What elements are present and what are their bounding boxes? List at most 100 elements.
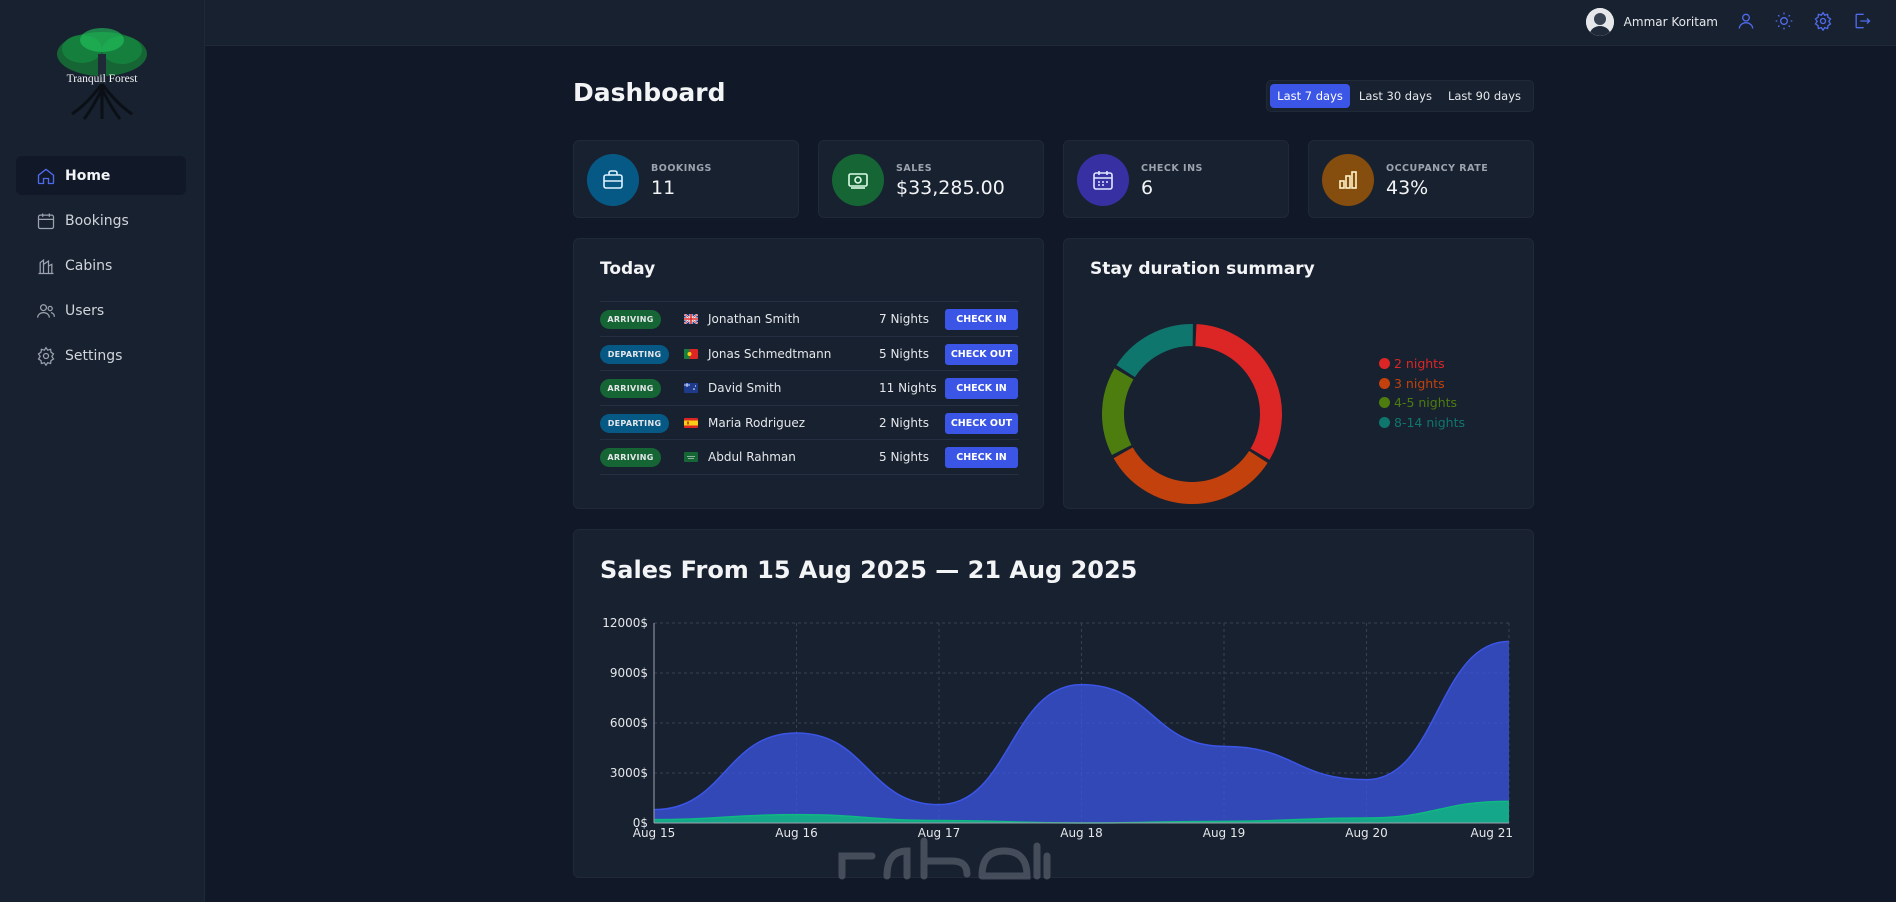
flag-gb-icon	[684, 314, 698, 324]
guest-nights: 5 Nights	[879, 450, 929, 464]
sidebar-item-users[interactable]: Users	[16, 291, 186, 330]
donut-slice-3-nights[interactable]	[1113, 447, 1268, 504]
logout-icon[interactable]	[1852, 11, 1872, 31]
user-profile[interactable]: Ammar Koritam	[1585, 8, 1718, 36]
sidebar-item-settings[interactable]: Settings	[16, 336, 186, 375]
sun-icon[interactable]	[1774, 11, 1794, 31]
today-title: Today	[600, 259, 656, 279]
stay-duration-panel: Stay duration summary 2 nights 3 nights …	[1063, 238, 1534, 509]
stat-value: 6	[1141, 177, 1154, 199]
y-tick-label: 0$	[633, 816, 648, 830]
guest-name: Maria Rodriguez	[708, 415, 806, 430]
x-tick-label: Aug 20	[1345, 826, 1388, 840]
legend-dot	[1379, 416, 1390, 428]
sidebar-item-label: Settings	[65, 347, 123, 364]
flag-au-icon	[684, 383, 698, 393]
check-in-button[interactable]: CHECK IN	[945, 378, 1018, 399]
x-tick-label: Aug 17	[918, 826, 961, 840]
status-badge: DEPARTING	[600, 344, 669, 364]
y-tick-label: 12000$	[602, 616, 648, 630]
x-tick-label: Aug 21	[1470, 826, 1513, 840]
calendar-icon	[37, 213, 55, 229]
guest-nights: 5 Nights	[879, 346, 929, 361]
sidebar-item-cabins[interactable]: Cabins	[16, 246, 186, 285]
users-icon	[37, 303, 55, 318]
guest-nights: 2 Nights	[879, 415, 929, 430]
chart-legend: 2 nights 3 nights 4-5 nights 8-14 nights	[1379, 354, 1465, 432]
legend-item: 8-14 nights	[1379, 413, 1465, 433]
status-badge: DEPARTING	[600, 413, 669, 433]
stats-row: BOOKINGS 11 SALES $33,285.00 CHECK INS 6…	[573, 140, 1534, 218]
y-tick-label: 9000$	[610, 666, 648, 680]
legend-label: 8-14 nights	[1394, 414, 1466, 430]
calendar-days-icon	[1093, 171, 1113, 190]
status-badge: ARRIVING	[600, 448, 661, 467]
sidebar-item-label: Bookings	[65, 212, 129, 229]
legend-label: 4-5 nights	[1394, 395, 1458, 411]
status-badge: ARRIVING	[600, 379, 661, 398]
guest-name: Abdul Rahman	[708, 450, 796, 464]
x-tick-label: Aug 19	[1203, 826, 1246, 840]
check-out-button[interactable]: CHECK OUT	[945, 412, 1018, 434]
x-tick-label: Aug 15	[633, 826, 676, 840]
area-series-0	[654, 641, 1509, 823]
flag-es-icon	[684, 417, 698, 428]
briefcase-icon	[603, 170, 623, 189]
stat-sales: SALES $33,285.00	[818, 140, 1044, 218]
list-item: ARRIVING Jonathan Smith 7 Nights CHECK I…	[600, 302, 1019, 337]
filter-last-30-days[interactable]: Last 30 days	[1352, 84, 1439, 108]
sales-area-chart: 0$ 3000$ 6000$ 9000$ 12000$ Aug 15 Aug 16 Aug 1…	[602, 616, 1513, 840]
stay-duration-donut	[1102, 324, 1282, 504]
legend-dot	[1379, 358, 1390, 370]
check-in-button[interactable]: CHECK IN	[945, 447, 1018, 468]
brand-name: Tranquil Forest	[67, 73, 139, 85]
legend-label: 3 nights	[1394, 375, 1445, 391]
list-item: DEPARTING Jonas Schmedtmann 5 Nights CHE…	[600, 337, 1019, 371]
donut-slice-2-nights[interactable]	[1195, 324, 1282, 460]
user-icon[interactable]	[1736, 11, 1756, 31]
brand-logo[interactable]: Tranquil Forest	[52, 24, 152, 124]
today-panel: Today ARRIVING Jonathan Smith 7 Nights C…	[573, 238, 1044, 509]
line-series-0	[653, 640, 1510, 811]
x-tick-label: Aug 16	[775, 826, 818, 840]
guest-name: Jonas Schmedtmann	[708, 346, 832, 361]
x-tick-label: Aug 18	[1060, 826, 1103, 840]
donut-slice-4-5-nights[interactable]	[1102, 368, 1134, 456]
cabins-icon	[38, 258, 54, 274]
page-title: Dashboard	[573, 78, 726, 107]
sidebar-item-home[interactable]: Home	[16, 156, 186, 195]
today-list: ARRIVING Jonathan Smith 7 Nights CHECK I…	[600, 301, 1019, 475]
settings-icon[interactable]	[1813, 11, 1833, 31]
main-nav: Home Bookings Cabins Users Settings	[16, 156, 186, 381]
sidebar-item-bookings[interactable]: Bookings	[16, 201, 186, 240]
list-item: DEPARTING Maria Rodriguez 2 Nights CHECK…	[600, 406, 1019, 440]
donut-slice-8-14-nights[interactable]	[1116, 324, 1194, 378]
guest-nights: 11 Nights	[879, 381, 937, 395]
legend-item: 2 nights	[1379, 354, 1465, 374]
legend-label: 2 nights	[1394, 356, 1445, 372]
guest-name: David Smith	[708, 381, 782, 395]
guest-name: Jonathan Smith	[708, 312, 800, 326]
check-out-button[interactable]: CHECK OUT	[945, 343, 1018, 365]
stat-value: $33,285.00	[896, 177, 1005, 199]
stat-icon-bg	[587, 154, 639, 206]
stat-icon-bg	[1077, 154, 1129, 206]
status-badge: ARRIVING	[600, 310, 661, 329]
sidebar-item-label: Cabins	[65, 257, 113, 274]
stat-label: CHECK INS	[1141, 163, 1203, 174]
list-item: ARRIVING David Smith 11 Nights CHECK IN	[600, 371, 1019, 406]
check-in-button[interactable]: CHECK IN	[945, 309, 1018, 330]
stat-value: 43%	[1386, 177, 1429, 199]
sidebar-item-label: Users	[65, 302, 105, 319]
list-item: ARRIVING Abdul Rahman 5 Nights CHECK IN	[600, 440, 1019, 475]
top-header: Ammar Koritam	[205, 0, 1896, 46]
flag-sa-icon	[684, 452, 698, 462]
home-icon	[37, 167, 55, 184]
chart-bar-icon	[1339, 171, 1357, 189]
stat-check-ins: CHECK INS 6	[1063, 140, 1289, 218]
watermark-logo	[838, 837, 1051, 880]
legend-item: 3 nights	[1379, 374, 1465, 394]
stat-label: SALES	[896, 163, 933, 174]
filter-last-7-days[interactable]: Last 7 days	[1270, 84, 1350, 108]
filter-last-90-days[interactable]: Last 90 days	[1441, 84, 1528, 108]
